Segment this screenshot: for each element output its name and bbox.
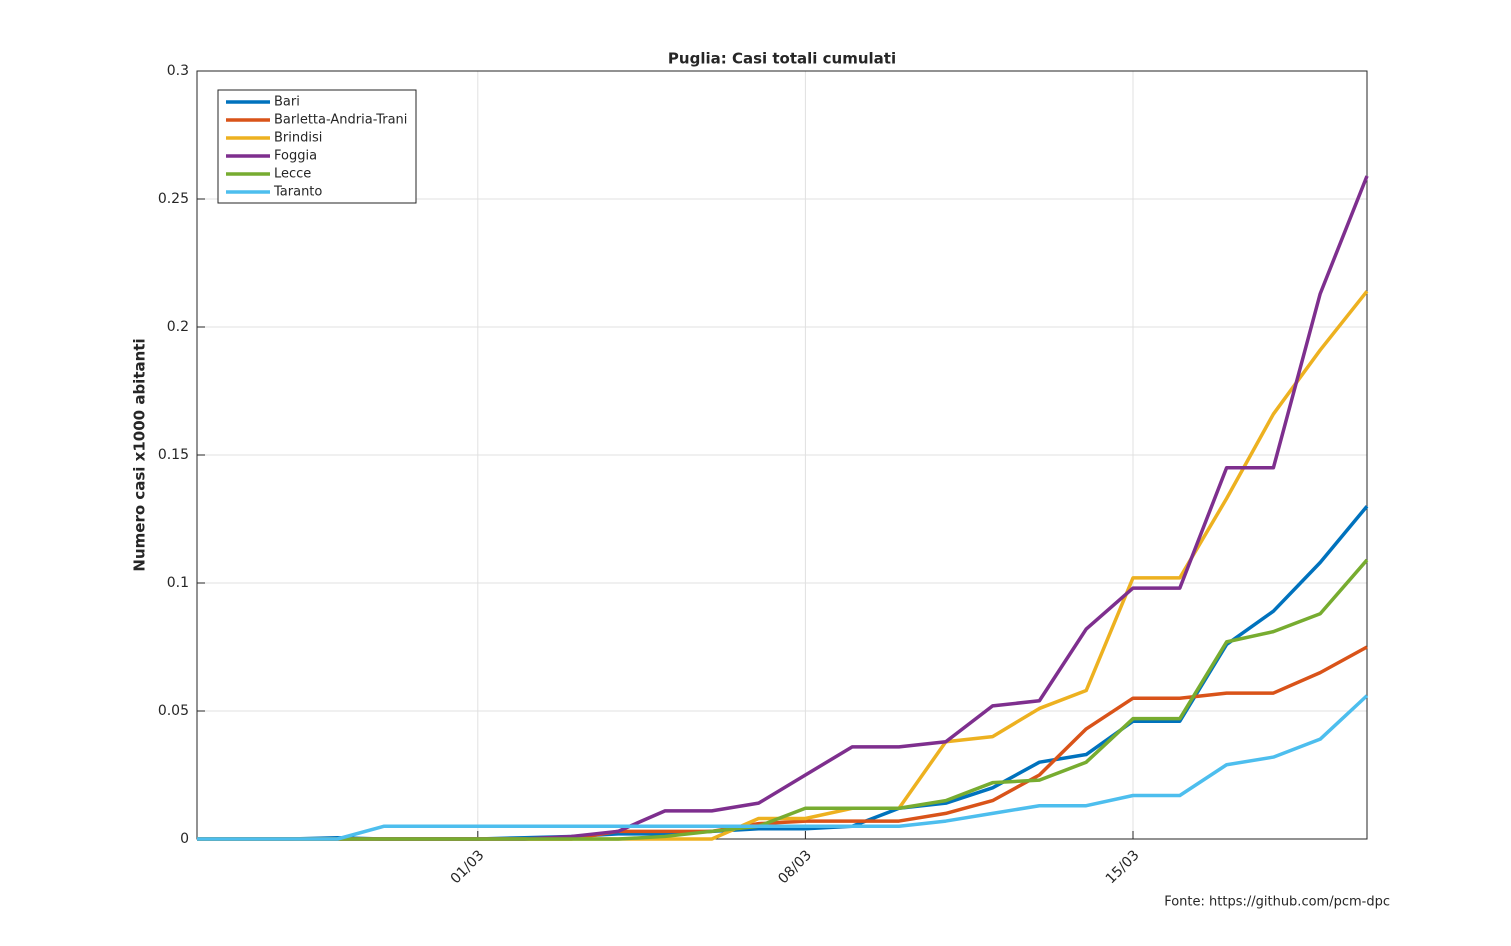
legend-label: Bari [274, 95, 300, 110]
legend-label: Taranto [273, 185, 322, 200]
chart-title: Puglia: Casi totali cumulati [668, 50, 896, 68]
data-line [197, 558, 1369, 841]
legend-label: Lecce [274, 167, 311, 182]
y-tick-label: 0.1 [167, 575, 189, 591]
y-tick-label: 0.05 [158, 703, 189, 719]
legend-box [217, 89, 417, 204]
legend-label: Foggia [274, 149, 317, 164]
data-line [197, 694, 1369, 841]
y-tick-label: 0.3 [167, 63, 189, 79]
plot-box [196, 70, 1368, 840]
y-tick-label: 0 [180, 831, 189, 847]
y-axis-label: Numero casi x1000 abitanti [131, 338, 149, 571]
legend-label: Barletta-Andria-Trani [274, 113, 407, 128]
legend-label: Brindisi [274, 131, 322, 146]
y-tick-label: 0.15 [158, 447, 189, 463]
y-tick-label: 0.25 [158, 191, 189, 207]
annotation: Fonte: https://github.com/pcm-dpc [1164, 895, 1390, 910]
y-tick-label: 0.2 [167, 319, 189, 335]
